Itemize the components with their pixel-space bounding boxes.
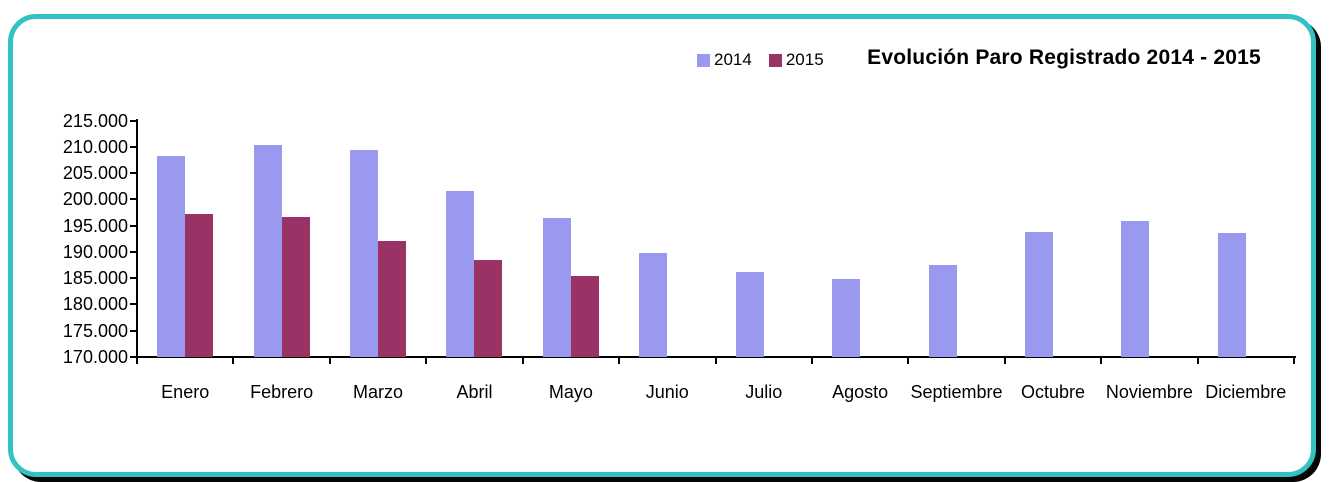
y-axis-tick-label: 175.000 bbox=[62, 320, 128, 341]
x-axis-category-label: Diciembre bbox=[1205, 382, 1287, 402]
bar-2015-marzo bbox=[378, 241, 407, 357]
x-axis-category-label: Marzo bbox=[353, 382, 404, 402]
y-axis-tick bbox=[130, 198, 137, 201]
x-axis-category-label: Agosto bbox=[832, 382, 889, 402]
x-axis-category-label: Enero bbox=[161, 382, 210, 402]
chart-frame bbox=[8, 14, 1316, 477]
bar-2014-febrero bbox=[253, 145, 282, 357]
x-axis-tick bbox=[232, 356, 235, 364]
x-axis-tick bbox=[425, 356, 428, 364]
y-axis-tick bbox=[130, 119, 137, 122]
bar-2014-marzo bbox=[350, 149, 379, 357]
y-axis-tick-label: 205.000 bbox=[62, 163, 128, 184]
y-axis-tick-label: 200.000 bbox=[62, 189, 128, 210]
x-axis-category-label: Mayo bbox=[548, 382, 593, 402]
legend-label-2014: 2014 bbox=[714, 50, 752, 69]
x-axis-tick bbox=[618, 356, 621, 364]
bar-2014-noviembre bbox=[1121, 221, 1150, 357]
y-axis-line bbox=[136, 119, 138, 359]
bar-2015-mayo bbox=[570, 276, 599, 357]
y-axis-tick-label: 185.000 bbox=[62, 268, 128, 289]
y-axis-tick bbox=[130, 224, 137, 227]
y-axis-tick-label: 215.000 bbox=[62, 110, 128, 131]
y-axis-tick bbox=[130, 277, 137, 280]
chart-title: Evolución Paro Registrado 2014 - 2015 bbox=[867, 46, 1261, 69]
y-axis-tick-label: 195.000 bbox=[62, 215, 128, 236]
bar-2014-octubre bbox=[1024, 231, 1053, 357]
bar-2014-abril bbox=[446, 190, 475, 357]
legend-item-2014: 2014 bbox=[697, 50, 752, 70]
x-axis-tick bbox=[1100, 356, 1103, 364]
y-axis-tick bbox=[130, 145, 137, 148]
y-axis-tick-label: 210.000 bbox=[62, 136, 128, 157]
x-axis-tick bbox=[714, 356, 717, 364]
x-axis-tick bbox=[521, 356, 524, 364]
x-axis-tick bbox=[136, 356, 138, 364]
x-axis-tick bbox=[1293, 356, 1295, 364]
bar-2014-agosto bbox=[832, 279, 861, 357]
x-axis-tick bbox=[907, 356, 910, 364]
x-axis-tick bbox=[328, 356, 331, 364]
bar-2015-enero bbox=[185, 214, 214, 357]
x-axis-category-label: Septiembre bbox=[910, 382, 1003, 402]
x-axis-category-label: Abril bbox=[456, 382, 493, 402]
legend-item-2015: 2015 bbox=[768, 50, 824, 70]
x-axis-category-label: Julio bbox=[745, 382, 783, 402]
x-axis-tick bbox=[1003, 356, 1006, 364]
legend-swatch-2015 bbox=[768, 53, 782, 67]
bar-2015-febrero bbox=[281, 216, 310, 357]
y-axis-tick-label: 170.000 bbox=[62, 347, 128, 367]
bar-2015-abril bbox=[474, 259, 503, 357]
bar-2014-enero bbox=[157, 155, 186, 357]
y-axis-tick-label: 190.000 bbox=[62, 241, 128, 262]
x-axis-category-label: Febrero bbox=[250, 382, 314, 402]
y-axis-tick bbox=[130, 303, 137, 306]
bar-2014-diciembre bbox=[1217, 233, 1246, 357]
chart-legend: 2014 2015 bbox=[697, 50, 824, 70]
legend-swatch-2014 bbox=[697, 53, 710, 67]
bar-2014-mayo bbox=[542, 217, 571, 357]
x-axis-category-label: Octubre bbox=[1020, 382, 1085, 402]
y-axis-tick bbox=[130, 250, 137, 253]
bar-2014-julio bbox=[735, 272, 764, 357]
y-axis-tick bbox=[130, 172, 137, 175]
bar-2014-junio bbox=[639, 252, 668, 357]
bar-2014-septiembre bbox=[928, 265, 957, 357]
y-axis-tick-label: 180.000 bbox=[62, 294, 128, 315]
x-axis-tick bbox=[1196, 356, 1199, 364]
x-axis-tick bbox=[810, 356, 813, 364]
x-axis-category-label: Junio bbox=[645, 382, 689, 402]
legend-label-2015: 2015 bbox=[785, 50, 824, 69]
x-axis-line bbox=[130, 356, 1296, 358]
y-axis-tick bbox=[130, 329, 137, 332]
x-axis-category-label: Noviembre bbox=[1105, 382, 1193, 402]
